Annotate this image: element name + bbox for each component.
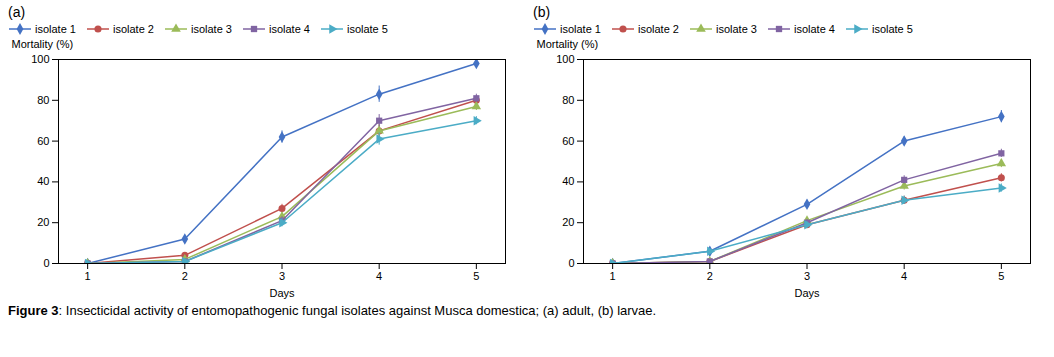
svg-text:100: 100 (31, 53, 49, 65)
svg-text:Days: Days (269, 287, 295, 299)
svg-text:2: 2 (182, 270, 188, 282)
svg-text:4: 4 (376, 270, 382, 282)
svg-text:60: 60 (562, 135, 574, 147)
html-text:(a): (a) (8, 4, 26, 20)
svg-text:40: 40 (562, 175, 574, 187)
html-text:isolate 5: isolate 5 (346, 23, 388, 35)
html-text:isolate 3: isolate 3 (716, 23, 757, 35)
svg-text:Mortality (%): Mortality (%) (537, 38, 599, 50)
svg-text:60: 60 (37, 135, 49, 147)
svg-text:40: 40 (37, 175, 49, 187)
html-text:isolate 2: isolate 2 (638, 23, 679, 35)
html-text:isolate 4: isolate 4 (794, 23, 835, 35)
html-text:isolate 1: isolate 1 (560, 23, 601, 35)
svg-text:80: 80 (37, 94, 49, 106)
svg-text:1: 1 (610, 270, 616, 282)
svg-text:0: 0 (568, 257, 574, 269)
svg-text:3: 3 (279, 270, 285, 282)
svg-text:5: 5 (998, 270, 1004, 282)
svg-text:3: 3 (804, 270, 810, 282)
svg-text:5: 5 (473, 270, 479, 282)
svg-text:Mortality (%): Mortality (%) (12, 38, 74, 50)
html-text:isolate 1: isolate 1 (35, 23, 76, 35)
html-text:isolate 3: isolate 3 (191, 23, 232, 35)
svg-text:20: 20 (562, 216, 574, 228)
html-text:Figure 3: Insecticidal activit: Figure 3: Insecticidal activity of entom… (8, 303, 657, 318)
svg-text:0: 0 (43, 257, 49, 269)
svg-text:100: 100 (556, 53, 574, 65)
svg-text:80: 80 (562, 94, 574, 106)
svg-text:1: 1 (85, 270, 91, 282)
html-text:(b): (b) (533, 4, 551, 20)
html-text:isolate 4: isolate 4 (269, 23, 310, 35)
svg-text:4: 4 (901, 270, 907, 282)
svg-text:20: 20 (37, 216, 49, 228)
html-text:isolate 2: isolate 2 (113, 23, 154, 35)
svg-text:Days: Days (794, 287, 820, 299)
html-text:isolate 5: isolate 5 (871, 23, 913, 35)
svg-text:2: 2 (707, 270, 713, 282)
